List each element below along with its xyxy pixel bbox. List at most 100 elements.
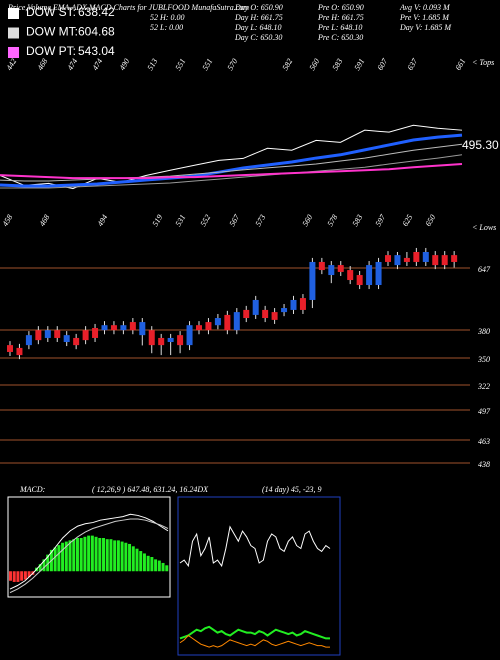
macd-bar (109, 539, 113, 572)
candle-body (281, 308, 288, 313)
low-label: 560 (301, 213, 315, 228)
candle-body (451, 255, 458, 262)
stat: Pre L: 648.10 (317, 23, 362, 32)
low-label: 458 (1, 213, 15, 228)
candle-body (92, 327, 99, 338)
stat: Day V: 1.685 M (399, 23, 452, 32)
legend-swatch (8, 8, 19, 19)
low-label: 578 (326, 213, 340, 228)
candle-body (16, 347, 23, 356)
adx-line (179, 525, 331, 568)
stat: Day O: 650.90 (234, 3, 283, 12)
candle-body (35, 330, 42, 341)
stat: Day H: 661.75 (234, 13, 283, 22)
candle-body (385, 255, 391, 262)
macd-bar (46, 554, 50, 572)
candle-body (290, 299, 297, 310)
macd-bar (64, 541, 68, 572)
candle-body (318, 261, 325, 271)
candle-body (139, 322, 146, 336)
title: Price,Volume,EMA,ADX,MACD Charts for JUB… (7, 3, 249, 12)
top-label: 661 (454, 57, 468, 72)
candle-body (101, 325, 108, 331)
macd-bar (113, 540, 117, 572)
low-label: 567 (228, 212, 242, 228)
top-label: 560 (308, 57, 322, 72)
candle-body (7, 345, 13, 352)
macd-bar (131, 546, 135, 572)
macd-params: ( 12,26,9 ) 647.48, 631.24, 16.24DX (92, 485, 209, 494)
macd-bar (38, 564, 42, 572)
top-label: 442 (5, 57, 19, 72)
macd-bar (83, 536, 87, 572)
macd-label: MACD: (19, 485, 46, 494)
top-label: 637 (406, 56, 420, 72)
macd-bar (102, 538, 105, 572)
low-label: 494 (96, 213, 110, 228)
candle-body (129, 322, 136, 331)
top-label: 570 (226, 57, 240, 72)
top-label: 591 (353, 57, 367, 72)
macd-bar (27, 571, 31, 578)
macd-bar (53, 547, 57, 572)
macd-line (9, 513, 169, 590)
level-label: 497 (478, 407, 491, 416)
candle-body (214, 318, 221, 326)
low-label: 625 (401, 213, 415, 228)
macd-bar (135, 548, 139, 572)
macd-bar (72, 539, 76, 572)
candle-body (82, 330, 89, 341)
level-label: 350 (477, 355, 490, 364)
tops-label: < Tops (472, 58, 494, 67)
ema-line (0, 124, 463, 190)
candle-body (271, 312, 278, 320)
candle-body (356, 275, 363, 286)
candle-body (63, 335, 70, 343)
stat: Avg V: 0.093 M (399, 3, 451, 12)
stat: Day C: 650.30 (234, 33, 282, 42)
adx-line (179, 625, 330, 640)
low-label: 468 (38, 213, 52, 228)
candle-body (158, 337, 165, 346)
ema-line (0, 133, 463, 188)
macd-bar (12, 571, 16, 582)
level-label: 438 (478, 460, 490, 469)
adx-frame (177, 496, 341, 656)
lows-label: < Lows (472, 223, 496, 232)
ema-line (0, 162, 463, 180)
top-label: 583 (331, 57, 345, 72)
macd-bar (16, 571, 20, 582)
level-label: 647 (478, 265, 491, 274)
candle-body (110, 325, 117, 331)
legend-label: DOW PT: (26, 44, 76, 58)
candle-body (422, 252, 429, 262)
legend-swatch (8, 47, 19, 58)
macd-bar (23, 571, 27, 580)
stat: Day L: 648.10 (234, 23, 281, 32)
candle-body (375, 261, 382, 286)
candle-body (337, 265, 344, 272)
legend-value: 543.04 (78, 44, 115, 58)
candle-body (44, 330, 51, 338)
macd-bar (57, 545, 61, 572)
macd-bar (94, 536, 98, 572)
low-label: 650 (424, 213, 438, 228)
level-label: 463 (478, 437, 490, 446)
low-label: 552 (199, 213, 213, 228)
ema-line (0, 154, 463, 189)
top-label: 551 (201, 57, 215, 72)
macd-bar (79, 538, 83, 572)
macd-bar (90, 535, 94, 572)
candle-body (224, 314, 231, 331)
candle-body (196, 325, 202, 331)
macd-bar (165, 565, 169, 572)
macd-line (9, 518, 169, 594)
macd-bar (9, 571, 12, 581)
candle-body (25, 335, 32, 346)
macd-bar (68, 540, 72, 572)
adx-params: (14 day) 45, -23, 9 (262, 485, 322, 494)
macd-bar (75, 538, 79, 572)
macd-bar (98, 538, 102, 572)
